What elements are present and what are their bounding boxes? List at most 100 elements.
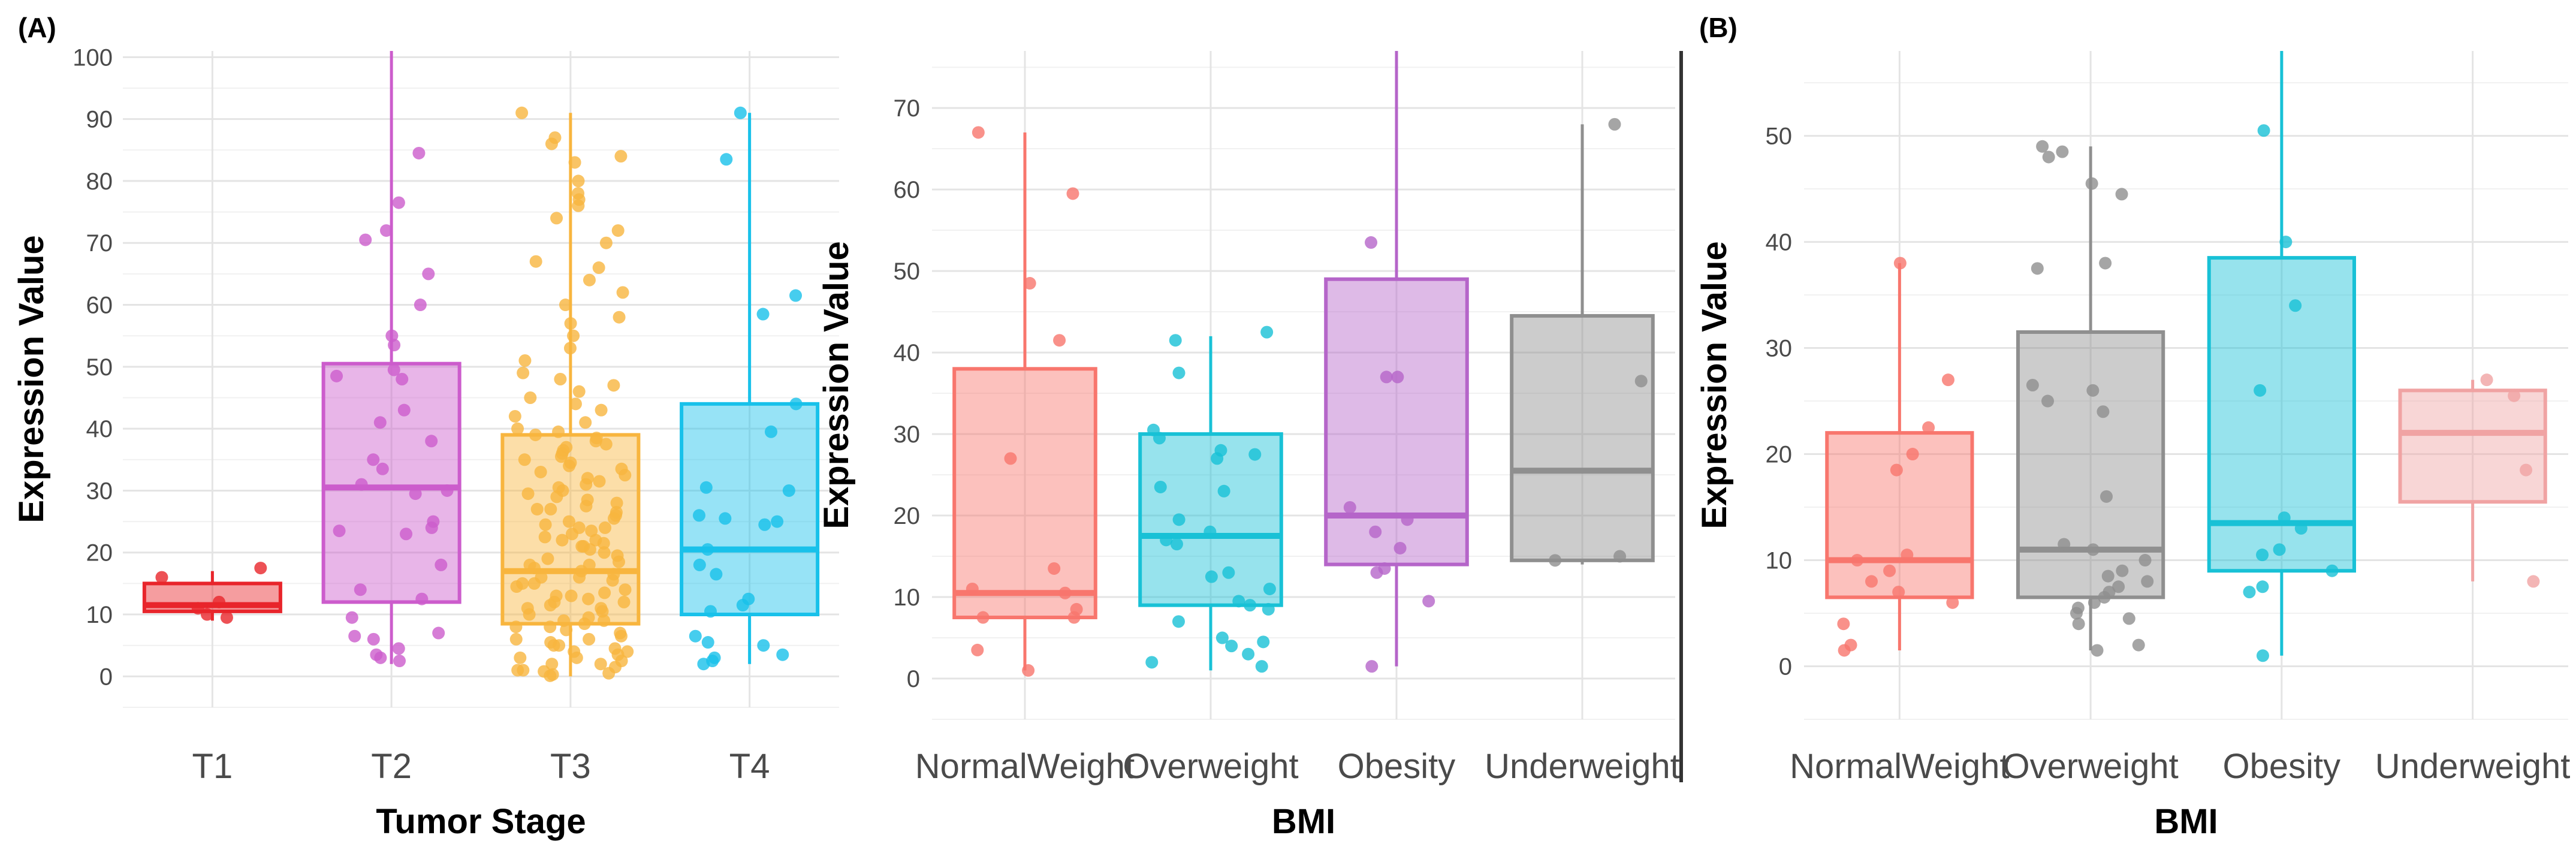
data-point xyxy=(541,552,554,565)
y-tick-label: 10 xyxy=(894,584,921,611)
data-point xyxy=(554,373,567,385)
data-point xyxy=(1608,117,1621,131)
box-iqr xyxy=(1510,314,1655,562)
data-point xyxy=(1048,562,1061,575)
data-point xyxy=(1205,570,1218,583)
data-point xyxy=(1262,602,1275,616)
data-point xyxy=(545,137,558,150)
box-group-t4 xyxy=(680,106,820,671)
y-tick-label: 100 xyxy=(73,44,113,71)
data-point xyxy=(550,212,563,225)
data-point xyxy=(1211,452,1224,465)
data-point xyxy=(373,416,387,429)
data-point xyxy=(435,558,448,571)
data-point xyxy=(1160,533,1173,547)
data-point xyxy=(2097,405,2110,418)
data-point xyxy=(599,438,613,451)
box-group-overweight xyxy=(1138,325,1283,673)
data-point xyxy=(2243,586,2256,599)
data-point xyxy=(2257,124,2270,137)
y-axis-title: Expression Value xyxy=(12,235,51,523)
data-point xyxy=(1946,596,1959,609)
panel-label-a: (A) xyxy=(18,12,56,43)
y-tick-label: 70 xyxy=(86,230,113,257)
x-tick-label: Underweight xyxy=(1485,747,1680,786)
data-point xyxy=(776,648,789,661)
x-axis-title: Tumor Stage xyxy=(376,802,586,841)
data-point xyxy=(1613,550,1627,563)
x-tick-label: Underweight xyxy=(2375,747,2571,786)
data-point xyxy=(1244,599,1257,612)
data-point xyxy=(508,409,521,423)
data-point xyxy=(544,502,557,516)
box-iqr xyxy=(2398,388,2547,504)
data-point xyxy=(1225,640,1238,653)
data-point xyxy=(393,655,406,668)
box-group-normalweight xyxy=(952,126,1097,677)
data-point xyxy=(966,582,979,595)
data-point xyxy=(374,651,387,664)
data-point xyxy=(1153,432,1166,445)
data-point xyxy=(554,450,568,463)
data-point xyxy=(560,623,573,637)
data-point xyxy=(191,602,204,615)
data-point xyxy=(734,106,747,119)
data-point xyxy=(1145,656,1159,669)
data-point xyxy=(2098,590,2111,604)
y-tick-label: 0 xyxy=(1779,654,1792,680)
x-tick-label: Overweight xyxy=(1123,747,1298,786)
data-point xyxy=(414,299,427,312)
data-point xyxy=(2072,617,2085,631)
data-point xyxy=(415,592,429,605)
data-point xyxy=(613,311,626,324)
data-point xyxy=(580,478,593,491)
data-point xyxy=(2520,463,2533,477)
data-point xyxy=(2256,649,2269,662)
data-point xyxy=(201,608,214,621)
data-point xyxy=(595,403,608,417)
y-tick-label: 40 xyxy=(894,340,921,366)
data-point xyxy=(697,658,710,671)
data-point xyxy=(1217,484,1230,498)
data-point xyxy=(387,363,400,376)
data-point xyxy=(583,273,596,287)
data-point xyxy=(521,602,534,615)
box-iqr xyxy=(680,402,820,617)
data-point xyxy=(1343,501,1356,514)
data-point xyxy=(1365,660,1379,673)
data-point xyxy=(1391,370,1404,384)
data-point xyxy=(367,453,380,466)
data-point xyxy=(572,199,585,212)
data-point xyxy=(583,632,596,646)
data-point xyxy=(1260,325,1274,339)
data-point xyxy=(2289,299,2302,312)
y-tick-label: 0 xyxy=(907,666,920,692)
data-point xyxy=(2122,612,2135,625)
data-point xyxy=(619,583,632,596)
data-point xyxy=(1922,421,1935,434)
data-point xyxy=(2086,384,2100,397)
data-point xyxy=(544,669,557,682)
data-point xyxy=(2058,538,2071,551)
y-tick-label: 20 xyxy=(86,540,113,566)
y-tick-label: 80 xyxy=(86,168,113,195)
box-iqr xyxy=(1825,431,1974,599)
data-point xyxy=(972,126,985,139)
box-iqr xyxy=(1324,277,1469,566)
data-point xyxy=(1893,257,1907,270)
data-point xyxy=(2508,389,2521,402)
data-point xyxy=(569,397,582,411)
data-point xyxy=(701,543,714,556)
data-point xyxy=(1257,635,1270,649)
data-point xyxy=(1401,513,1414,526)
data-point xyxy=(2085,177,2098,190)
data-point xyxy=(1890,463,1903,477)
data-point xyxy=(2273,543,2286,556)
data-point xyxy=(2099,257,2112,270)
data-point xyxy=(971,643,984,656)
data-point xyxy=(1066,187,1079,200)
data-point xyxy=(758,518,771,531)
x-tick-label: NormalWeight xyxy=(1790,747,2009,786)
data-point xyxy=(2112,580,2125,593)
box-group-normalweight xyxy=(1825,257,1974,657)
